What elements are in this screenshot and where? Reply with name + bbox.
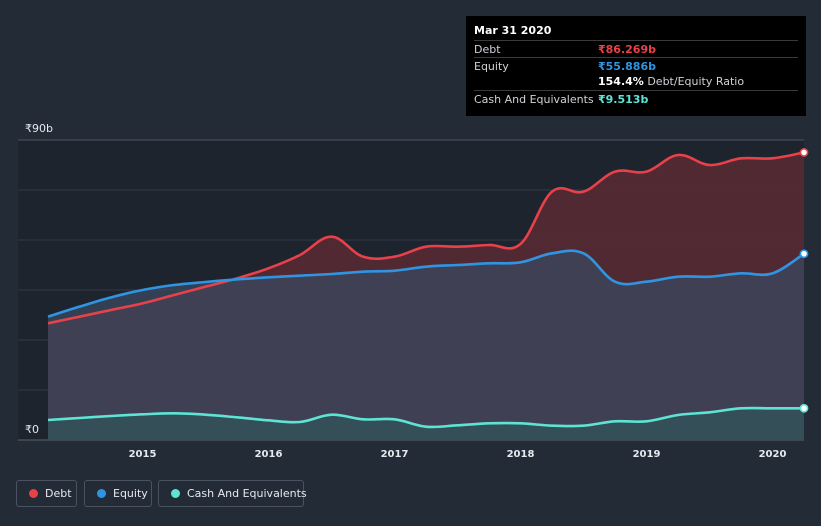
equity-area: [48, 250, 804, 440]
x-tick-label: 2020: [759, 449, 787, 460]
tooltip-ratio: 154.4% Debt/Equity Ratio: [598, 75, 744, 88]
y-tick-label: ₹0: [25, 423, 39, 436]
tooltip: Mar 31 2020 Debt ₹86.269b Equity ₹55.886…: [466, 16, 806, 116]
tooltip-debt-value: ₹86.269b: [598, 43, 656, 56]
legend-debt-label: Debt: [45, 487, 72, 500]
cash-and-equivalents-area: [48, 408, 804, 440]
tooltip-ratio-label: Debt/Equity Ratio: [647, 75, 745, 88]
legend-cash-toggle[interactable]: Cash And Equivalents: [158, 480, 307, 507]
x-tick-label: 2016: [255, 449, 283, 460]
legend-equity-label: Equity: [113, 487, 148, 500]
equity-dot-icon: [97, 489, 106, 498]
tooltip-cash-value: ₹9.513b: [598, 93, 649, 106]
tooltip-ratio-value: 154.4%: [598, 75, 644, 88]
debt-dot-icon: [29, 489, 38, 498]
tooltip-ratio-row: 154.4% Debt/Equity Ratio: [474, 74, 798, 91]
tooltip-cash-row: Cash And Equivalents ₹9.513b: [474, 90, 798, 108]
cash-and-equivalents-end-marker: [799, 403, 809, 413]
debt-line: [47, 151, 805, 325]
x-tick-label: 2019: [633, 449, 661, 460]
tooltip-debt-label: Debt: [474, 43, 501, 56]
cash-dot-icon: [171, 489, 180, 498]
x-tick-label: 2017: [381, 449, 409, 460]
tooltip-equity-row: Equity ₹55.886b: [474, 57, 798, 75]
legend-cash-label: Cash And Equivalents: [187, 487, 307, 500]
tooltip-debt-row: Debt ₹86.269b: [474, 40, 798, 58]
x-tick-label: 2018: [507, 449, 535, 460]
legend-equity-toggle[interactable]: Equity: [84, 480, 152, 507]
y-tick-label: ₹90b: [25, 122, 53, 135]
tooltip-cash-label: Cash And Equivalents: [474, 93, 594, 106]
legend-debt-toggle[interactable]: Debt: [16, 480, 77, 507]
cash-and-equivalents-line: [47, 406, 805, 429]
equity-end-marker: [799, 249, 809, 259]
tooltip-date: Mar 31 2020: [474, 24, 552, 37]
equity-line: [47, 249, 805, 318]
debt-end-marker: [799, 148, 809, 157]
x-tick-label: 2015: [129, 449, 157, 460]
tooltip-equity-label: Equity: [474, 60, 509, 73]
tooltip-equity-value: ₹55.886b: [598, 60, 656, 73]
